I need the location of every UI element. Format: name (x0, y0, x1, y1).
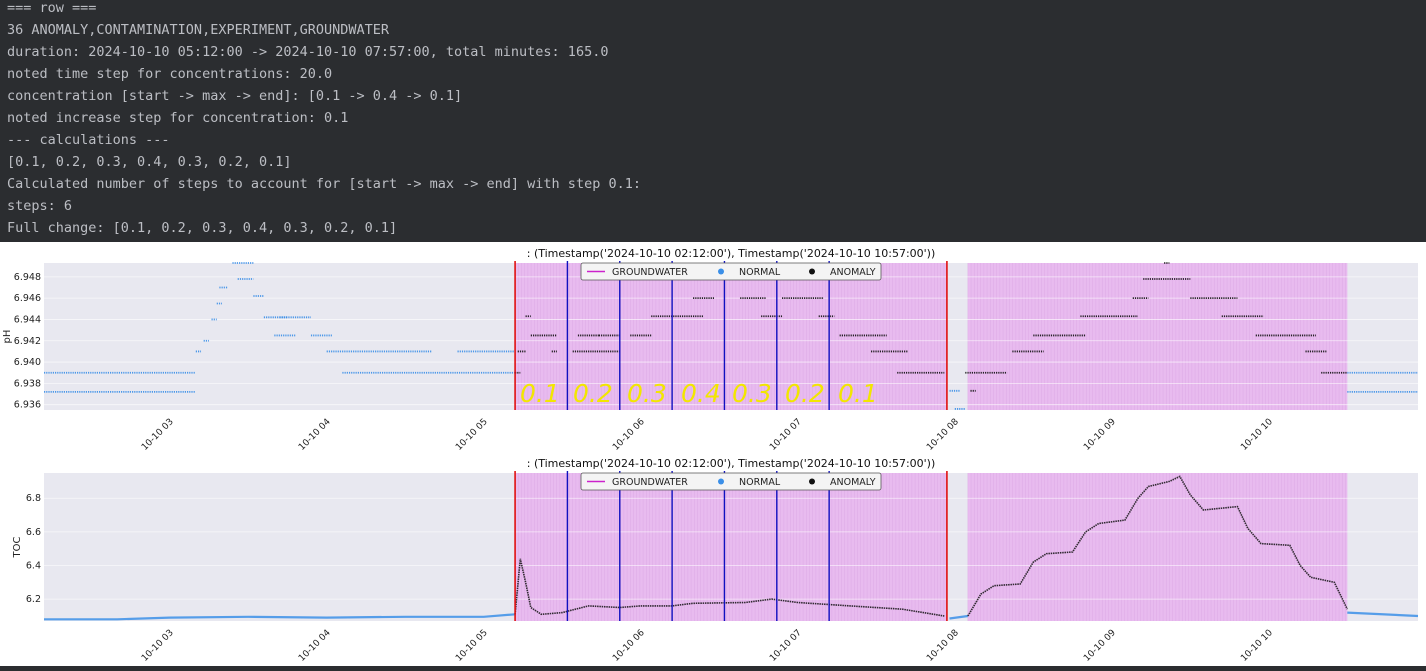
chart-title: : (Timestamp('2024-10-10 02:12:00'), Tim… (527, 457, 936, 470)
shaded-region (515, 473, 947, 621)
handwritten-annotation: 0.1 (520, 379, 560, 408)
handwritten-annotation: 0.3 (732, 379, 772, 408)
handwritten-annotation: 0.4 (681, 379, 721, 408)
y-tick-label: 6.946 (14, 293, 41, 304)
y-tick-label: 6.4 (26, 561, 41, 572)
y-tick-label: 6.948 (14, 272, 41, 283)
legend-label: NORMAL (739, 267, 781, 278)
data-line-normal (1347, 611, 1419, 618)
legend-label: GROUNDWATER (612, 267, 688, 278)
y-tick-label: 6.942 (14, 336, 41, 347)
legend-anomaly-swatch (809, 478, 815, 485)
shaded-region (515, 263, 947, 410)
console-line: 36 ANOMALY,CONTAMINATION,EXPERIMENT,GROU… (7, 22, 390, 38)
console-line: === row === (7, 0, 97, 16)
legend-anomaly-swatch (809, 268, 815, 275)
legend-box (580, 472, 882, 491)
legend-label: ANOMALY (830, 477, 876, 488)
data-line-normal (949, 614, 969, 620)
chart-legend: GROUNDWATER NORMAL ANOMALY (580, 262, 882, 281)
data-line-normal (44, 613, 516, 621)
x-tick-label: 10-10 07 (768, 628, 804, 664)
chart-panel-1: : (Timestamp('2024-10-10 02:12:00'), Tim… (2, 247, 1418, 453)
console-line: noted time step for concentrations: 20.0 (7, 66, 333, 82)
y-axis-label: pH (2, 330, 13, 344)
bottom-border (0, 666, 1426, 669)
x-tick-label: 10-10 04 (297, 628, 333, 664)
x-tick-label: 10-10 04 (297, 417, 333, 453)
data-line-anomaly (967, 475, 1349, 617)
console-line: [0.1, 0.2, 0.3, 0.4, 0.3, 0.2, 0.1] (7, 154, 292, 170)
x-tick-label: 10-10 05 (454, 628, 490, 664)
legend-normal-swatch (718, 268, 724, 275)
y-tick-label: 6.8 (26, 493, 41, 504)
y-tick-label: 6.936 (14, 400, 41, 411)
data-line-anomaly (514, 558, 945, 617)
shaded-region (967, 473, 1348, 621)
x-tick-label: 10-10 06 (611, 417, 647, 453)
x-tick-label: 10-10 08 (925, 417, 961, 453)
x-tick-label: 10-10 09 (1082, 417, 1118, 453)
y-tick-label: 6.938 (14, 378, 41, 389)
chart-legend: GROUNDWATER NORMAL ANOMALY (580, 472, 882, 491)
charts-figure: : (Timestamp('2024-10-10 02:12:00'), Tim… (2, 247, 1419, 664)
handwritten-annotation: 0.1 (838, 379, 878, 408)
handwritten-annotation: 0.2 (573, 379, 613, 408)
console-line: steps: 6 (7, 198, 73, 214)
plot-image: : (Timestamp('2024-10-10 02:12:00'), Tim… (0, 242, 1426, 666)
y-tick-label: 6.944 (14, 314, 41, 325)
legend-box (580, 262, 882, 281)
console-line: Full change: [0.1, 0.2, 0.3, 0.4, 0.3, 0… (7, 220, 398, 236)
console-output: === row === 36 ANOMALY,CONTAMINATION,EXP… (0, 0, 1426, 242)
y-tick-label: 6.2 (26, 594, 41, 605)
legend-label: NORMAL (739, 477, 781, 488)
legend-label: ANOMALY (830, 267, 876, 278)
handwritten-annotation: 0.2 (785, 379, 825, 408)
shaded-region (967, 263, 1348, 410)
handwritten-annotation: 0.3 (627, 379, 667, 408)
legend-normal-swatch (718, 478, 724, 485)
console-line: duration: 2024-10-10 05:12:00 -> 2024-10… (7, 44, 609, 60)
x-tick-label: 10-10 07 (768, 417, 804, 453)
console-line: --- calculations --- (7, 132, 170, 148)
y-tick-label: 6.940 (14, 357, 41, 368)
y-tick-label: 6.6 (26, 527, 41, 538)
x-tick-label: 10-10 10 (1239, 417, 1275, 453)
x-tick-label: 10-10 03 (140, 628, 176, 664)
x-tick-label: 10-10 06 (611, 628, 647, 664)
console-line: noted increase step for concentration: 0… (7, 110, 349, 126)
y-axis-label: TOC (12, 537, 23, 559)
chart-title: : (Timestamp('2024-10-10 02:12:00'), Tim… (527, 247, 936, 260)
legend-label: GROUNDWATER (612, 477, 688, 488)
x-tick-label: 10-10 09 (1082, 628, 1118, 664)
x-tick-label: 10-10 08 (925, 628, 961, 664)
console-line: Calculated number of steps to account fo… (7, 176, 641, 192)
x-tick-label: 10-10 10 (1239, 628, 1275, 664)
console-line: concentration [start -> max -> end]: [0.… (7, 88, 463, 104)
x-tick-label: 10-10 05 (454, 417, 490, 453)
x-tick-label: 10-10 03 (140, 417, 176, 453)
chart-panel-2: : (Timestamp('2024-10-10 02:12:00'), Tim… (12, 457, 1419, 664)
